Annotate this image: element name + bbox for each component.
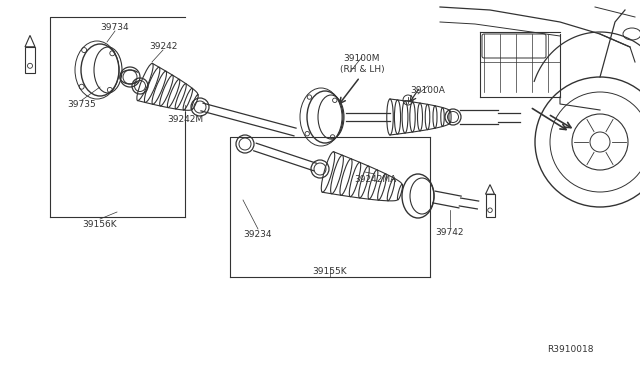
Text: R3910018: R3910018 [547, 346, 593, 355]
Text: 39100M
(RH & LH): 39100M (RH & LH) [340, 54, 384, 74]
Text: 39234: 39234 [244, 230, 272, 238]
Text: 39735: 39735 [68, 99, 97, 109]
Text: 39242M: 39242M [167, 115, 203, 124]
Text: 39156K: 39156K [83, 219, 117, 228]
Text: 39242: 39242 [149, 42, 177, 51]
Text: 39742: 39742 [436, 228, 464, 237]
Text: 39242MA: 39242MA [354, 174, 396, 183]
Text: 39100A: 39100A [411, 86, 445, 94]
Text: 39734: 39734 [100, 22, 129, 32]
Text: 39155K: 39155K [313, 267, 348, 276]
